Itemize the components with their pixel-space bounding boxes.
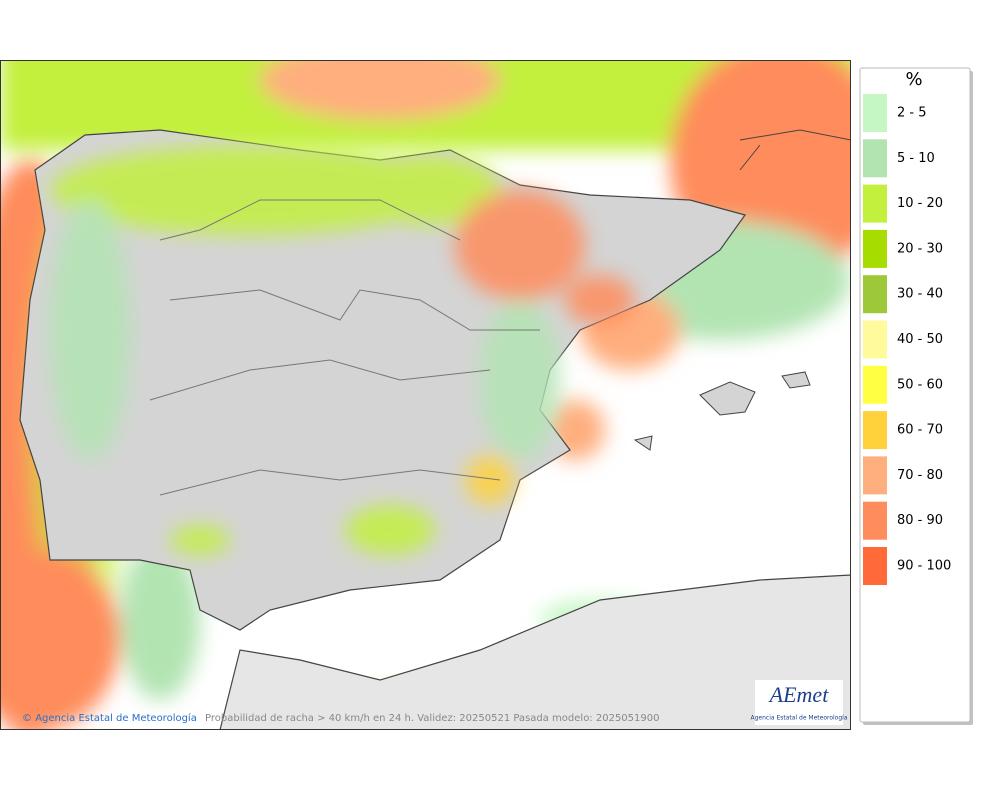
legend-swatch <box>863 184 887 223</box>
legend-label: 40 - 50 <box>897 332 943 347</box>
field <box>260 60 500 120</box>
legend-label: 80 - 90 <box>897 513 943 528</box>
field <box>480 300 560 460</box>
legend-swatch <box>863 275 887 314</box>
field <box>50 145 450 235</box>
legend-label: 70 - 80 <box>897 468 943 483</box>
legend-swatch <box>863 320 887 359</box>
field <box>565 275 635 325</box>
legend-title: % <box>905 69 922 90</box>
field <box>465 455 515 505</box>
border <box>169 289 540 331</box>
credit-text: Agencia Estatal de Meteorología <box>35 712 197 724</box>
legend-box <box>859 67 971 723</box>
legend-swatch <box>863 229 887 268</box>
africa <box>219 574 851 730</box>
legend: 2 - 5 5 - 10 10 - 20 20 - 30 30 - 40 40 - 50 5… <box>863 94 951 585</box>
legend-swatch <box>863 139 887 178</box>
logo-subtitle: Agencia Estatal de Meteorología <box>751 715 848 722</box>
copyright: © <box>22 713 35 724</box>
land-field <box>50 145 635 555</box>
island <box>781 371 811 389</box>
legend-label: 10 - 20 <box>897 196 943 211</box>
field <box>50 200 130 460</box>
island <box>699 381 756 416</box>
legend-label: 20 - 30 <box>897 241 943 256</box>
caption: Probabilidad de racha > 40 km/h en 24 h.… <box>205 713 659 724</box>
legend-swatch <box>863 365 887 404</box>
legend-label: 50 - 60 <box>897 377 943 392</box>
logo-box <box>755 680 843 725</box>
borders <box>149 199 540 496</box>
legend-label: 90 - 100 <box>897 559 951 574</box>
field <box>0 550 120 730</box>
map-frame <box>0 60 851 730</box>
field <box>455 190 585 300</box>
credit: © Agencia Estatal de Meteorología <box>22 712 197 724</box>
border <box>149 359 491 401</box>
field <box>120 540 200 700</box>
map: © Agencia Estatal de Meteorología Probab… <box>0 60 851 730</box>
field <box>170 525 230 555</box>
legend-swatch <box>863 411 887 450</box>
legend-swatch <box>863 456 887 495</box>
legend-swatch <box>863 94 887 132</box>
field <box>345 505 435 555</box>
legend-label: 2 - 5 <box>897 106 927 121</box>
border <box>159 469 501 496</box>
border <box>159 199 461 241</box>
legend-label: 60 - 70 <box>897 423 943 438</box>
legend-label: 5 - 10 <box>897 151 935 166</box>
island <box>633 435 653 451</box>
legend-swatch <box>863 501 887 540</box>
legend-swatch <box>863 547 887 585</box>
legend-label: 30 - 40 <box>897 287 943 302</box>
logo: AEmet <box>768 682 830 707</box>
coastline <box>739 60 851 171</box>
